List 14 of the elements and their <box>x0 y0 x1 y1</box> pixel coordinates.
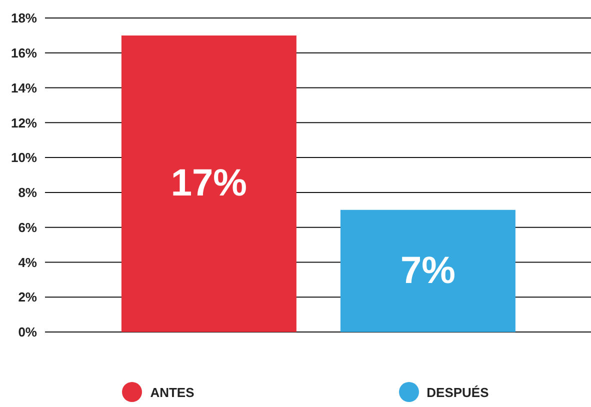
y-tick-label: 8% <box>18 185 38 200</box>
y-tick-label: 16% <box>10 46 38 61</box>
data-label: 7% <box>400 250 456 292</box>
y-tick-label: 14% <box>10 80 38 96</box>
y-tick-label: 0% <box>18 324 38 340</box>
y-tick-label: 18% <box>10 10 38 26</box>
data-label: 17% <box>170 162 247 205</box>
legend-label: ANTES <box>150 384 194 400</box>
legend-label: DESPUÉS <box>426 384 489 400</box>
y-tick-label: 2% <box>18 290 38 305</box>
y-tick-label: 6% <box>18 220 38 235</box>
y-tick-label: 12% <box>10 115 38 130</box>
y-tick-label: 10% <box>10 150 38 166</box>
y-tick-label: 4% <box>18 254 38 270</box>
